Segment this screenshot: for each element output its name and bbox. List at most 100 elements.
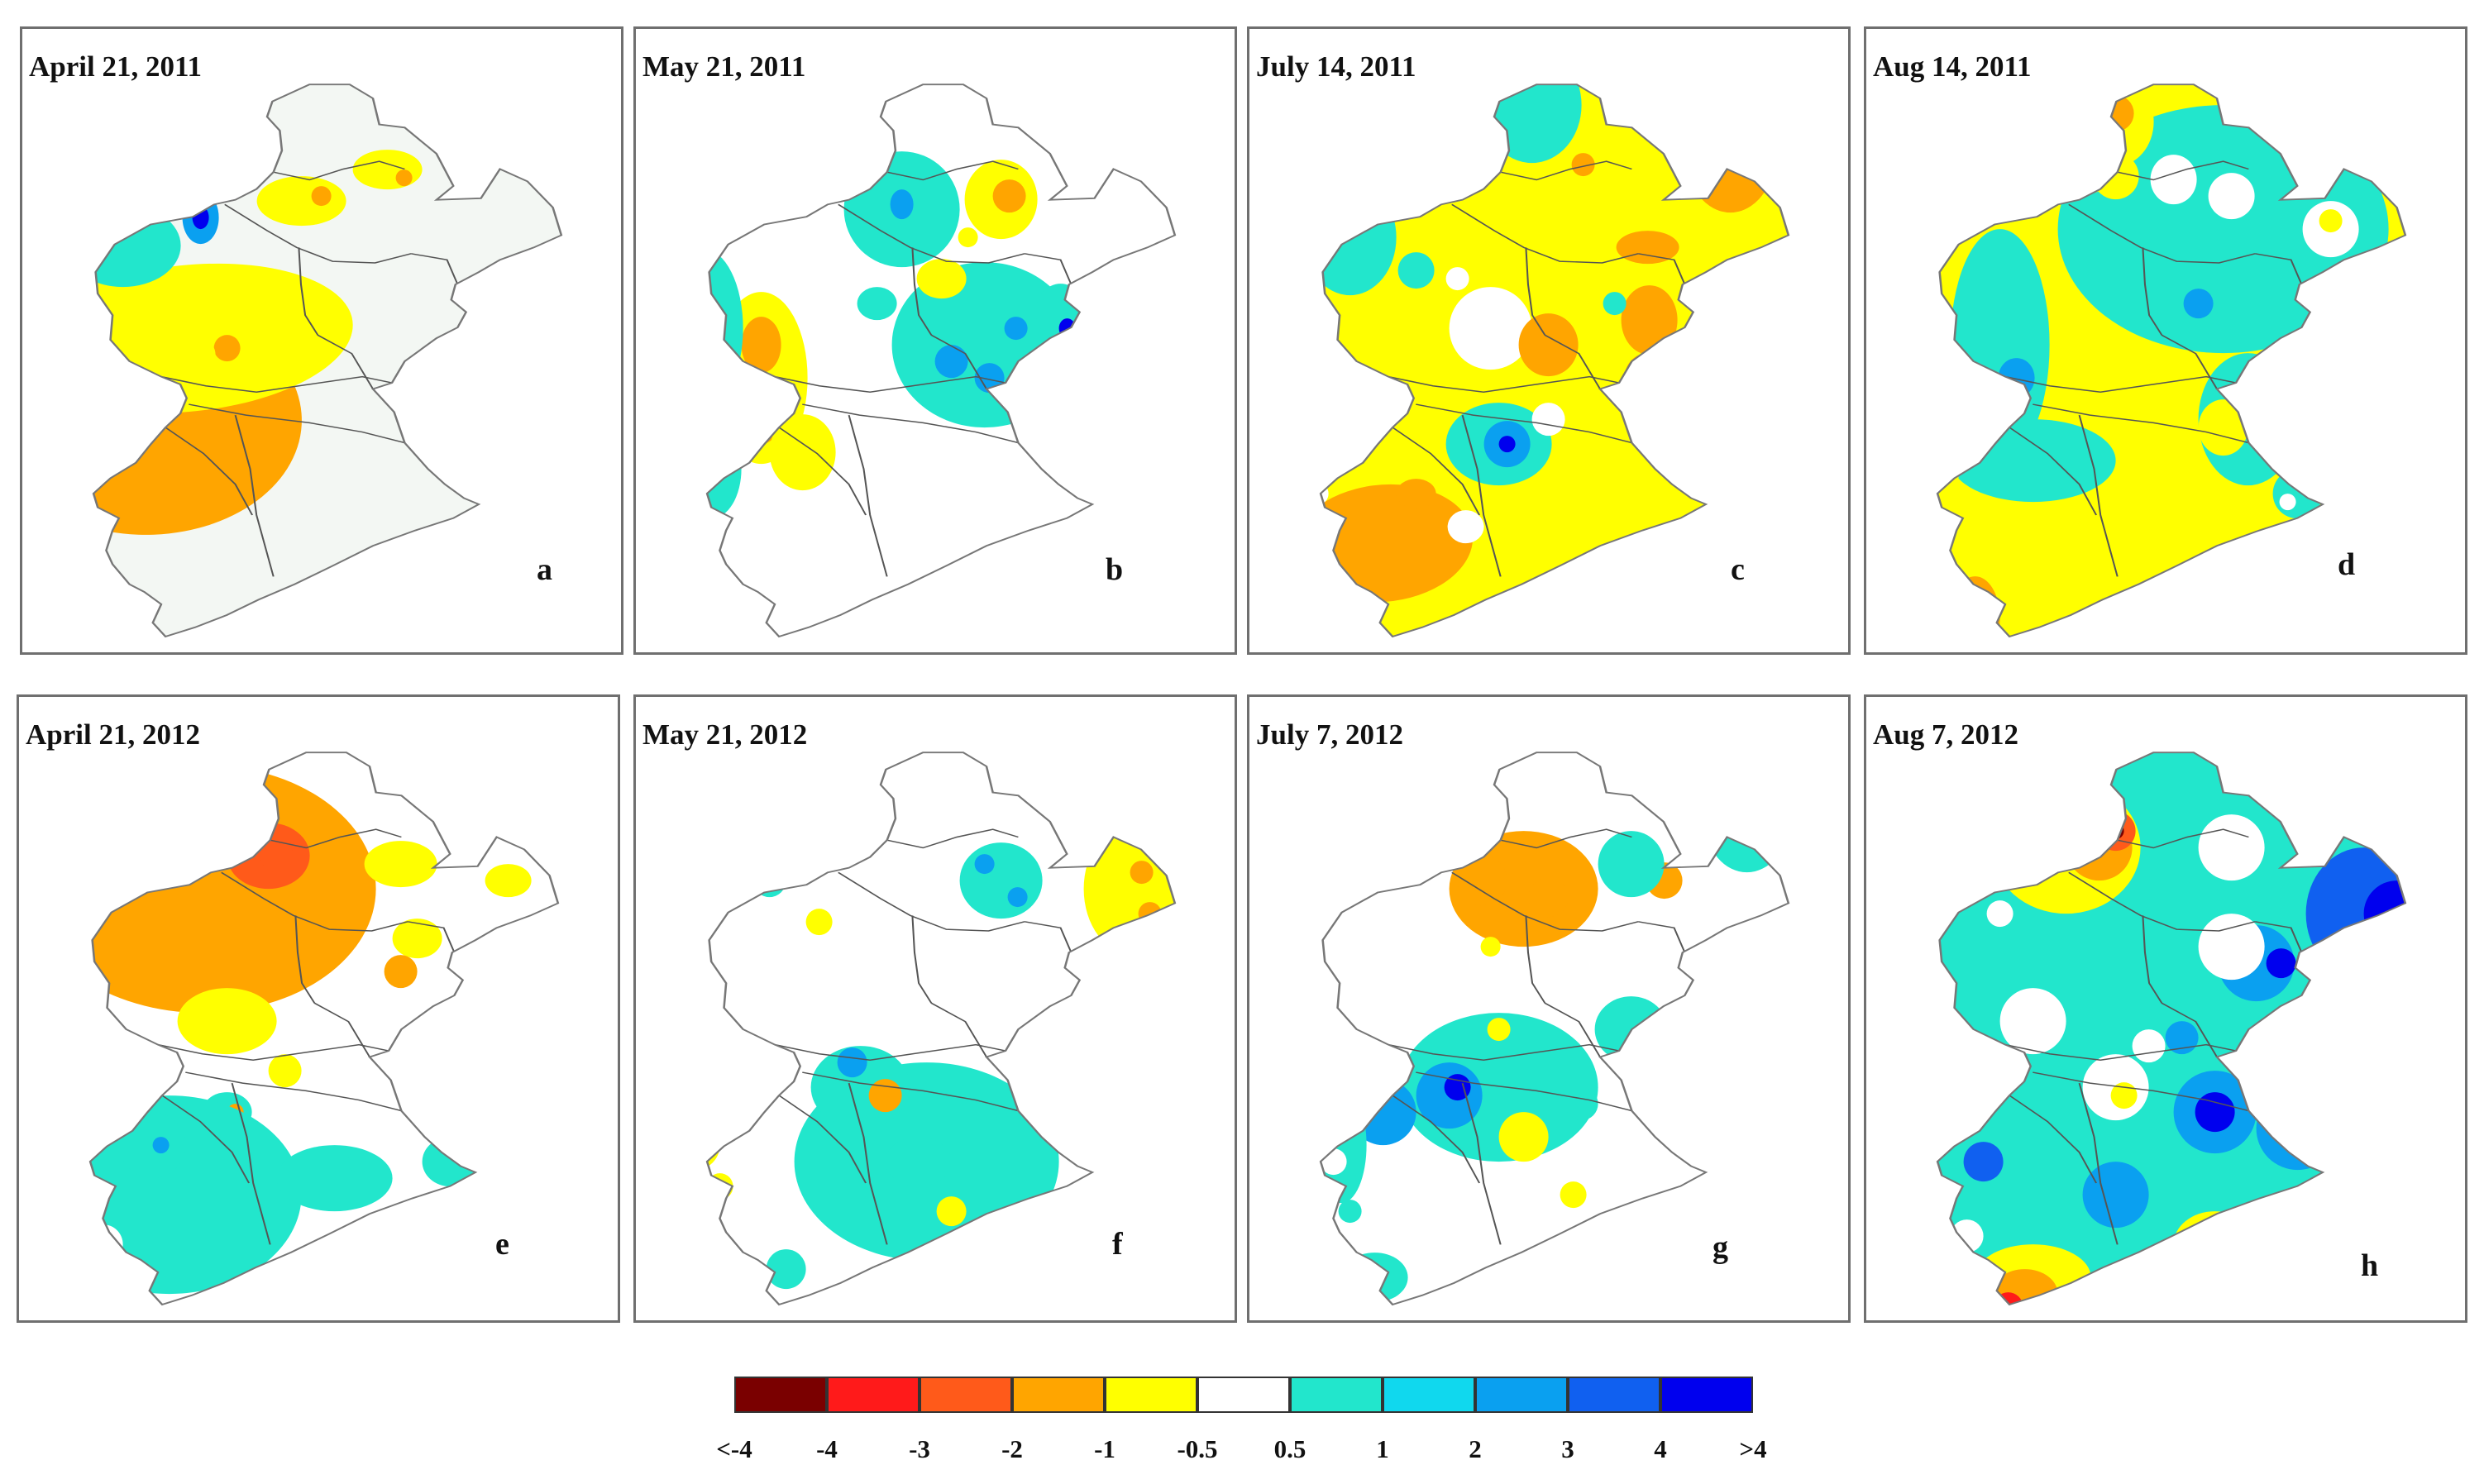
panel-title-e: April 21, 2012 — [26, 718, 200, 751]
contour-patch — [2360, 277, 2400, 314]
contour-patch — [1999, 988, 2066, 1055]
province-boundary — [298, 247, 319, 336]
contour-patch — [195, 341, 216, 369]
province-boundary — [2142, 247, 2163, 336]
province-boundary — [1392, 427, 1481, 516]
contour-patch — [1321, 353, 1335, 403]
contour-patch — [1449, 287, 1532, 370]
panel-letter-d: d — [2338, 547, 2356, 582]
province-boundary — [886, 160, 1019, 181]
panel-letter-f: f — [1112, 1227, 1123, 1262]
panel-title-f: May 21, 2012 — [642, 718, 808, 751]
contour-patch — [268, 1054, 302, 1088]
province-boundary — [838, 871, 1025, 932]
contour-patch — [90, 765, 376, 1014]
contour-patch — [2150, 155, 2197, 205]
contour-patch — [152, 1137, 170, 1154]
panel-title-b: May 21, 2011 — [642, 50, 806, 83]
legend-tick-label: >4 — [1739, 1434, 1767, 1463]
map-region-c — [1319, 84, 1790, 638]
province-boundary — [886, 828, 1019, 849]
legend-tick-label: <-4 — [716, 1434, 752, 1463]
province-boundary — [2068, 203, 2256, 264]
contour-patch — [934, 345, 968, 379]
legend-swatch — [827, 1377, 920, 1413]
legend-swatch — [1012, 1377, 1105, 1413]
province-boundary — [2117, 828, 2249, 849]
province-boundary — [838, 203, 1025, 264]
region-outline — [1319, 752, 1790, 1306]
legend-tick-label: -1 — [1094, 1434, 1115, 1463]
contour-patch — [2097, 95, 2134, 132]
contour-patch — [936, 1196, 967, 1227]
panel-title-a: April 21, 2011 — [29, 50, 203, 83]
contour-patch — [134, 84, 227, 217]
province-boundary — [231, 1082, 271, 1245]
contour-patch — [1397, 252, 1435, 289]
legend-swatch — [1383, 1377, 1475, 1413]
legend-tick-label: -3 — [909, 1434, 930, 1463]
contour-patch — [817, 804, 838, 825]
region-outline — [1319, 84, 1790, 638]
province-boundary — [294, 915, 316, 1004]
contour-patch — [1652, 1018, 1676, 1042]
province-boundary — [273, 160, 405, 181]
contour-patch — [519, 1099, 558, 1159]
map-region-d — [1936, 84, 2407, 638]
contour-patch — [1531, 403, 1565, 437]
map-panel-g: July 7, 2012 g — [1247, 694, 1851, 1323]
map-panel-a: April 21, 2011 a — [20, 26, 623, 655]
province-boundary — [157, 1043, 389, 1061]
contour-patch — [1963, 1142, 2004, 1182]
contour-patch — [1937, 814, 1967, 914]
province-boundary — [1388, 375, 1620, 393]
contour-patch — [2256, 1087, 2339, 1171]
contour-patch — [1685, 97, 1775, 213]
contour-patch — [2195, 1092, 2235, 1133]
contour-patch — [1705, 773, 1789, 873]
contour-patch — [1518, 313, 1579, 377]
contour-patch — [2266, 948, 2296, 979]
province-boundary — [848, 414, 888, 577]
panel-title-h: Aug 7, 2012 — [1873, 718, 2018, 751]
region-outline — [1936, 752, 2407, 1306]
contour-patch — [1680, 1021, 1747, 1088]
province-boundary — [2142, 915, 2163, 1004]
province-boundary — [2078, 1082, 2119, 1245]
map-a — [92, 84, 563, 638]
contour-patch — [1039, 1233, 1063, 1257]
contour-patch — [1621, 285, 1678, 355]
province-boundary — [778, 1095, 867, 1184]
map-e — [88, 752, 560, 1306]
contour-patch — [493, 948, 507, 962]
contour-patch — [1498, 1112, 1549, 1162]
contour-patch — [392, 919, 442, 959]
contour-patch — [1998, 358, 2035, 398]
contour-patch — [1603, 292, 1627, 316]
contour-patch — [276, 1145, 393, 1212]
contour-patch — [1058, 318, 1076, 339]
contour-patch — [471, 943, 495, 967]
contour-patch — [1669, 1282, 1693, 1305]
contour-patch — [707, 249, 743, 408]
contour-patch — [213, 335, 241, 362]
contour-patch — [916, 259, 967, 299]
map-d — [1936, 84, 2407, 638]
contour-patch — [90, 1224, 123, 1265]
province-boundary — [2004, 1043, 2237, 1061]
contour-patch — [959, 842, 1043, 919]
legend-tick-label: 4 — [1654, 1434, 1667, 1463]
map-panel-e: April 21, 2012 e — [17, 694, 620, 1323]
province-boundary — [2004, 375, 2237, 393]
map-h — [1936, 752, 2407, 1306]
panel-title-c: July 14, 2011 — [1256, 50, 1416, 83]
province-boundary — [270, 828, 402, 849]
contour-patch — [1560, 1181, 1587, 1209]
contour-patch — [837, 1047, 867, 1078]
contour-patch — [1498, 436, 1516, 453]
panel-title-d: Aug 14, 2011 — [1873, 50, 2032, 83]
province-boundary — [2009, 427, 2098, 516]
panel-letter-b: b — [1106, 552, 1124, 587]
legend-swatch — [734, 1377, 827, 1413]
contour-patch — [422, 1137, 479, 1187]
